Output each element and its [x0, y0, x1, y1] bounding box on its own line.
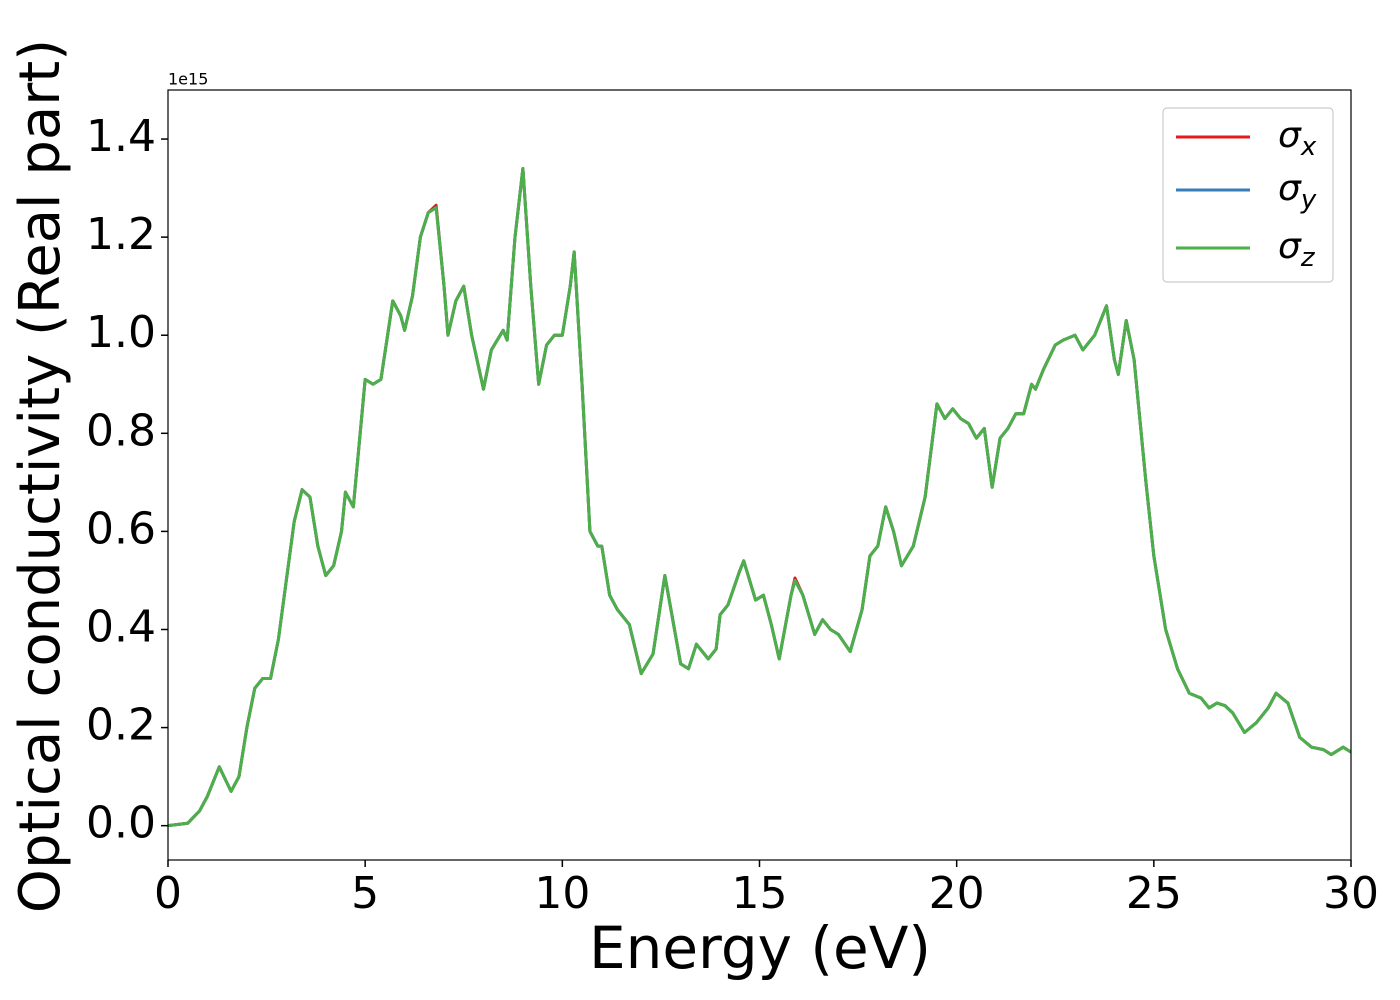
x-tick-label: 0: [154, 868, 182, 919]
x-tick-label: 30: [1323, 868, 1379, 919]
y-tick-label: 0.6: [86, 503, 156, 554]
series-line: [168, 166, 1351, 828]
legend-label: σy: [1278, 168, 1317, 215]
offset-label: 1e15: [168, 70, 208, 89]
y-tick-label: 1.4: [86, 111, 156, 162]
plot-frame: [167, 89, 1352, 861]
y-tick-label: 0.4: [86, 601, 156, 652]
y-tick-label: 0.8: [86, 405, 156, 456]
y-axis-label: Optical conductivity (Real part): [8, 39, 73, 913]
y-tick-label: 1.0: [86, 307, 156, 358]
legend-label: σz: [1278, 226, 1316, 273]
x-tick-label: 5: [351, 868, 379, 919]
x-tick-label: 15: [732, 868, 788, 919]
x-tick-label: 25: [1126, 868, 1182, 919]
y-tick-label: 1.2: [86, 209, 156, 260]
legend-box: [1162, 107, 1334, 283]
y-tick-label: 0.0: [86, 798, 156, 849]
x-axis-label: Energy (eV): [589, 914, 931, 982]
x-tick-label: 10: [534, 868, 590, 919]
y-tick-label: 0.2: [86, 700, 156, 751]
legend-label: σx: [1278, 115, 1317, 162]
x-tick-label: 20: [929, 868, 985, 919]
